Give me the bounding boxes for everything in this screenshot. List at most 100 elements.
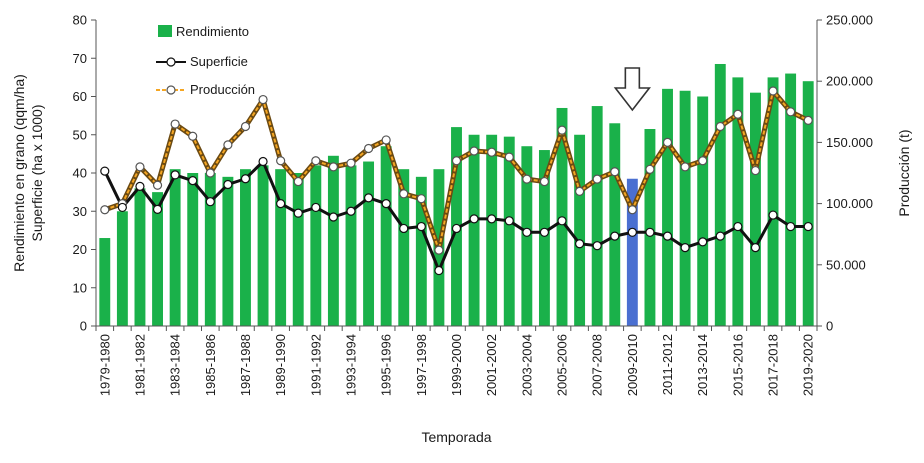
x-axis-title: Temporada	[421, 429, 491, 445]
superficie-point	[363, 193, 374, 203]
superficie-point	[768, 210, 778, 220]
superficie-point	[522, 227, 532, 237]
x-tick-label: 1979-1980	[97, 334, 112, 396]
right-tick-label: 100.000	[826, 196, 873, 211]
superficie-point	[487, 214, 497, 224]
superficie-point	[135, 181, 145, 191]
bar-1984-1985	[187, 173, 199, 326]
produccion-point	[205, 168, 215, 178]
produccion-point	[328, 162, 338, 172]
produccion-point	[504, 152, 514, 162]
x-tick-label: 2015-2016	[730, 334, 745, 396]
superficie-point	[434, 265, 444, 276]
superficie-point	[574, 239, 585, 249]
produccion-point	[276, 156, 286, 166]
produccion-point	[645, 164, 655, 174]
produccion-point	[715, 121, 725, 132]
x-tick-label: 2013-2014	[695, 334, 710, 396]
produccion-point	[803, 115, 813, 125]
produccion-point	[188, 131, 198, 141]
superficie-point	[381, 199, 391, 209]
y-axis-title-left-2: Superficie (ha x 1000)	[29, 105, 45, 242]
x-tick-label: 2001-2002	[484, 334, 499, 396]
bar-2019-2020	[802, 81, 814, 326]
left-tick-label: 0	[80, 319, 87, 334]
superficie-point	[170, 170, 180, 180]
x-tick-label: 1983-1984	[168, 334, 183, 396]
superficie-point	[610, 231, 620, 241]
bar-2007-2008	[591, 106, 603, 326]
bar-1991-1992	[310, 165, 322, 326]
superficie-point	[539, 227, 550, 237]
produccion-point	[170, 119, 180, 129]
x-tick-label: 2009-2010	[625, 334, 640, 396]
produccion-point	[662, 137, 673, 147]
down-arrow-icon	[613, 67, 651, 112]
superficie-point	[715, 231, 725, 241]
produccion-point	[522, 174, 532, 184]
bar-1993-1994	[345, 165, 357, 326]
left-tick-label: 50	[73, 127, 87, 142]
x-tick-label: 1999-2000	[449, 334, 464, 396]
produccion-point	[610, 167, 620, 177]
superficie-point	[733, 221, 743, 232]
produccion-point	[539, 176, 550, 187]
bar-1992-1993	[327, 155, 339, 326]
produccion-point	[627, 205, 637, 215]
superficie-point	[662, 231, 673, 241]
y-axis-title-left-1: Rendimiento en grano (qqm/ha)	[11, 74, 27, 272]
legend-marker-superficie	[166, 57, 176, 67]
bar-1985-1986	[204, 173, 216, 326]
superficie-point	[188, 176, 198, 186]
right-tick-label: 150.000	[826, 135, 873, 150]
bar-2016-2017	[750, 92, 761, 327]
superficie-point	[293, 208, 303, 218]
x-tick-label: 1991-1992	[308, 334, 323, 396]
bar-2000-2001	[468, 134, 480, 326]
produccion-point	[381, 135, 391, 145]
bar-1983-1984	[169, 169, 181, 326]
produccion-point	[680, 162, 690, 172]
produccion-point	[293, 176, 303, 187]
bar-2014-2015	[714, 63, 726, 327]
superficie-point	[750, 242, 761, 253]
bar-1981-1982	[134, 188, 146, 326]
bar-2013-2014	[697, 96, 709, 326]
right-tick-label: 250.000	[826, 13, 873, 28]
superficie-point	[276, 199, 286, 209]
bar-2017-2018	[767, 77, 779, 327]
superficie-point	[311, 202, 321, 213]
bar-1982-1983	[152, 192, 163, 327]
superficie-point	[698, 237, 708, 247]
superficie-point	[100, 166, 110, 176]
produccion-point	[416, 194, 426, 204]
superficie-point	[680, 242, 690, 253]
legend-swatch-rendimiento	[158, 25, 172, 37]
superficie-point	[803, 221, 813, 232]
bar-2006-2007	[574, 134, 586, 326]
x-tick-label: 2011-2012	[660, 334, 675, 395]
bar-1990-1991	[292, 173, 304, 326]
produccion-point	[434, 245, 444, 255]
superficie-point	[240, 174, 251, 184]
superficie-point	[451, 223, 462, 234]
bar-1986-1987	[222, 176, 234, 326]
produccion-point	[258, 94, 268, 105]
produccion-point	[311, 156, 321, 166]
bar-1995-1996	[380, 146, 392, 326]
x-tick-label: 1989-1990	[273, 334, 288, 396]
right-tick-label: 0	[826, 319, 833, 334]
superficie-point	[557, 216, 567, 226]
x-tick-label: 1985-1986	[203, 334, 218, 396]
x-tick-label: 1997-1998	[414, 334, 429, 396]
produccion-point	[786, 107, 796, 117]
produccion-point	[363, 143, 374, 154]
produccion-point	[223, 140, 233, 150]
bar-2012-2013	[679, 90, 691, 326]
bar-2008-2009	[609, 123, 621, 326]
superficie-point	[258, 156, 268, 167]
x-tick-label: 2003-2004	[519, 334, 534, 396]
produccion-point	[152, 180, 163, 190]
